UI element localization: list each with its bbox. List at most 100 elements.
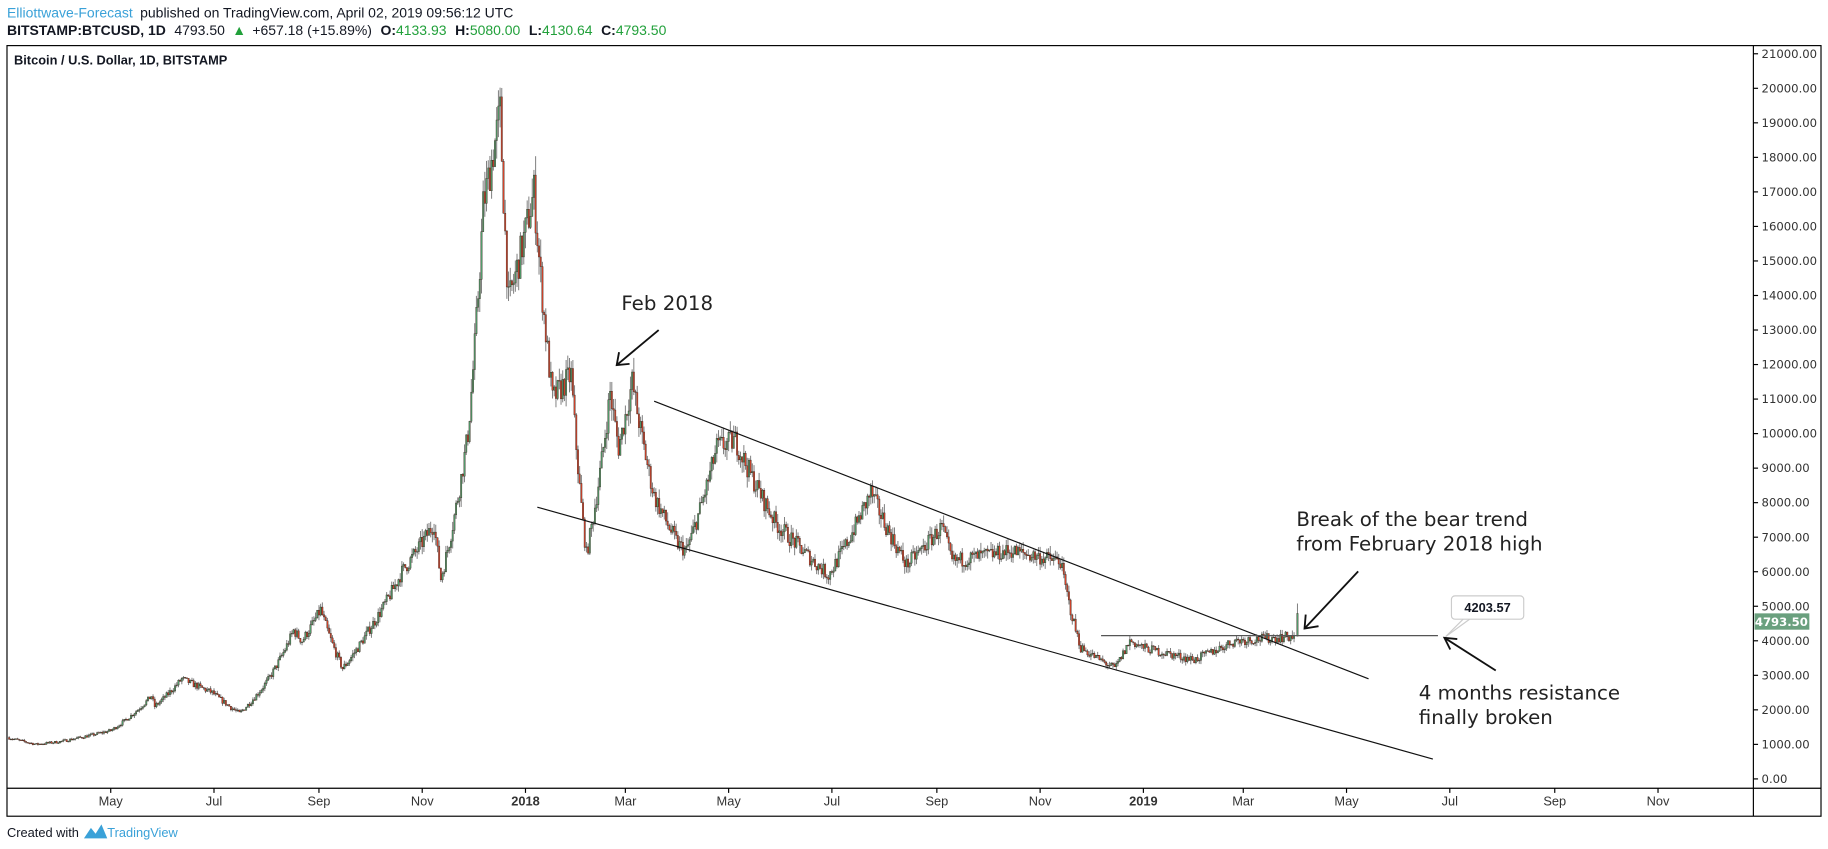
annotation-break-1: Break of the bear trend <box>1296 508 1528 531</box>
candle <box>235 709 237 711</box>
candle <box>575 414 578 450</box>
candle <box>1066 584 1069 592</box>
candle <box>1223 648 1226 651</box>
candle <box>248 703 251 706</box>
candle <box>1013 545 1016 555</box>
svg-text:TradingView: TradingView <box>107 825 178 840</box>
candle <box>726 441 728 450</box>
candle <box>75 737 78 739</box>
candle <box>565 369 568 396</box>
candle <box>783 524 786 533</box>
high-value: 5080.00 <box>470 22 521 38</box>
candle <box>346 663 349 666</box>
candle <box>194 682 197 688</box>
candle <box>1198 660 1201 662</box>
candle <box>1088 654 1091 657</box>
candle <box>756 480 759 491</box>
candle <box>436 537 439 547</box>
candle <box>656 498 659 508</box>
candle <box>534 174 537 234</box>
candle <box>685 545 688 549</box>
candle <box>808 550 811 566</box>
candle <box>908 563 911 568</box>
candle <box>494 140 496 167</box>
candle <box>614 409 617 422</box>
candle <box>475 307 478 334</box>
candle <box>1101 658 1104 661</box>
candle <box>1052 557 1055 561</box>
candle <box>443 571 446 574</box>
y-tick-label: 10000.00 <box>1762 427 1818 441</box>
candle <box>304 631 307 640</box>
candle <box>500 96 503 162</box>
candle <box>1035 555 1038 560</box>
candle <box>9 738 12 741</box>
price-axis[interactable]: 21000.00 20000.00 19000.00 18000.00 17000.00… <box>1753 47 1817 786</box>
up-triangle-icon: ▲ <box>232 22 246 38</box>
candle <box>609 391 612 401</box>
candle <box>1074 618 1077 632</box>
candle <box>297 630 300 639</box>
candle <box>988 549 991 552</box>
candle <box>619 439 622 456</box>
candle <box>1003 550 1006 556</box>
candle <box>64 739 66 741</box>
candle <box>353 652 356 655</box>
candle <box>722 437 725 449</box>
candle <box>438 545 441 569</box>
candle <box>1090 653 1092 657</box>
candle <box>275 665 278 668</box>
candle <box>1142 644 1145 649</box>
candle <box>296 630 298 637</box>
candle <box>158 701 161 705</box>
candle <box>1100 658 1102 660</box>
candle <box>1040 558 1043 565</box>
candle <box>338 652 341 658</box>
candle <box>441 573 444 581</box>
candle <box>1027 554 1030 557</box>
candle <box>1237 638 1240 641</box>
candle <box>917 550 920 554</box>
candle <box>1250 640 1253 644</box>
candle <box>125 718 127 721</box>
tradingview-logo-icon[interactable]: TradingView <box>83 824 179 840</box>
author-link[interactable]: Elliottwave-Forecast <box>7 5 133 21</box>
arrows <box>615 329 1497 672</box>
candle <box>937 535 940 539</box>
candle <box>223 700 226 704</box>
candle <box>1113 664 1116 667</box>
candle <box>345 663 347 666</box>
candle <box>483 191 486 204</box>
candle <box>519 235 522 279</box>
candle <box>947 536 950 544</box>
candle <box>648 464 650 467</box>
candle <box>40 743 43 745</box>
candle <box>668 525 671 531</box>
candle <box>70 738 73 741</box>
candle <box>455 502 457 516</box>
candle <box>219 696 222 698</box>
candle <box>954 554 957 561</box>
candle <box>424 530 427 537</box>
candle <box>903 560 906 567</box>
time-axis[interactable]: May Jul Sep Nov 2018 Mar May Jul Sep Nov 2019 Mar Ma… <box>99 788 1670 809</box>
candle <box>182 677 185 679</box>
candle <box>688 539 691 545</box>
candle <box>492 160 495 167</box>
candle <box>720 437 723 439</box>
candle <box>1242 639 1245 641</box>
candle <box>434 531 437 538</box>
candle <box>680 541 683 543</box>
candle <box>1200 652 1202 661</box>
candle <box>1194 657 1197 663</box>
candle <box>1149 652 1152 654</box>
candle <box>468 421 471 442</box>
candle <box>1139 644 1141 646</box>
y-tick-label: 11000.00 <box>1762 392 1818 406</box>
low-value: 4130.64 <box>542 22 593 38</box>
svg-text:4793.50: 4793.50 <box>1755 615 1808 629</box>
candle <box>333 642 336 648</box>
candle <box>964 565 967 567</box>
candle <box>69 738 72 742</box>
